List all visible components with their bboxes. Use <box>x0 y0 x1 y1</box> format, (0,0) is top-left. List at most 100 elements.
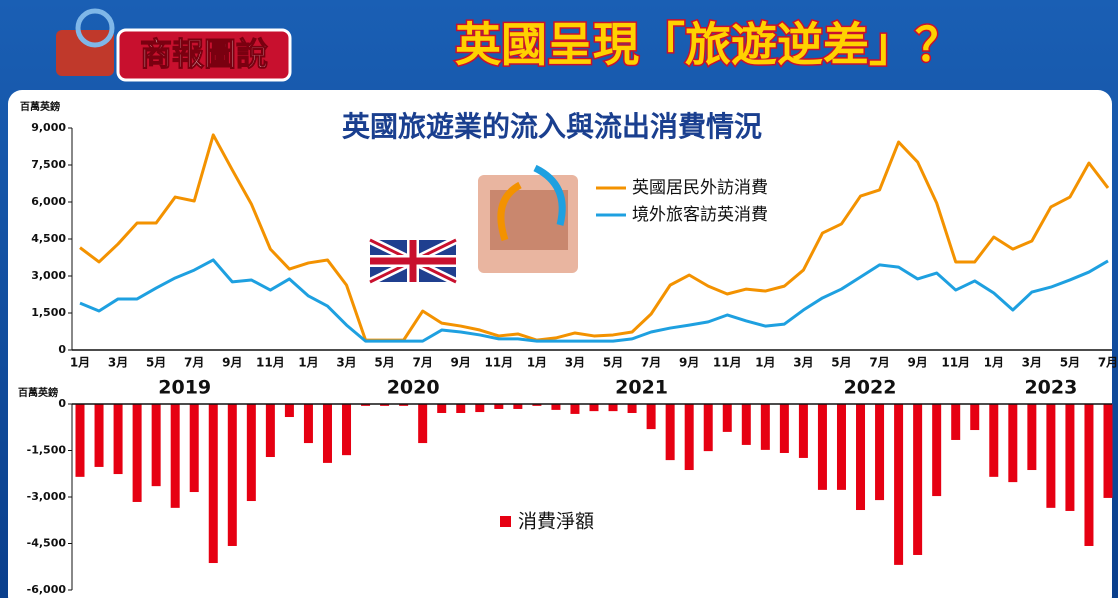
bar <box>1104 404 1113 498</box>
bar <box>609 404 618 411</box>
y-tick-label: 6,000 <box>31 195 66 208</box>
x-tick-label: 9月 <box>907 356 927 370</box>
bar <box>323 404 332 463</box>
bar <box>970 404 979 430</box>
bar <box>342 404 351 455</box>
x-tick-label: 1月 <box>527 356 547 370</box>
bar <box>818 404 827 490</box>
bar <box>647 404 656 429</box>
bar <box>266 404 275 457</box>
bar <box>780 404 789 453</box>
y-axis-label: 百萬英鎊 <box>18 386 58 399</box>
bar <box>875 404 884 500</box>
bar <box>285 404 294 417</box>
bar <box>989 404 998 477</box>
x-tick-label: 5月 <box>603 356 623 370</box>
page: {"header": {"badge": "商報圖說", "title": "英… <box>0 0 1118 598</box>
y-tick-label: 7,500 <box>31 158 66 171</box>
infographic: 商報圖說 英國呈現「旅遊逆差」？ 英國旅遊業的流入與流出消費情況 百萬英鎊 百萬… <box>0 0 1118 598</box>
legend-label: 消費淨額 <box>518 511 594 533</box>
y-tick-label: 1,500 <box>31 306 66 319</box>
y-tick-label: -6,000 <box>27 583 67 596</box>
bar <box>837 404 846 490</box>
y-tick-label: -1,500 <box>27 444 67 457</box>
bar <box>1065 404 1074 511</box>
badge: 商報圖說 <box>140 35 268 73</box>
bar <box>894 404 903 565</box>
x-tick-label: 1月 <box>70 356 90 370</box>
y-axis-label: 百萬英鎊 <box>20 100 60 113</box>
legend-label: 英國居民外訪消費 <box>632 178 768 198</box>
year-label: 2020 <box>387 377 440 399</box>
bar <box>685 404 694 470</box>
bar <box>951 404 960 440</box>
x-tick-label: 1月 <box>298 356 318 370</box>
bar <box>475 404 484 412</box>
legend-label: 境外旅客訪英消費 <box>632 205 768 225</box>
bar <box>932 404 941 496</box>
chart-title: 英國旅遊業的流入與流出消費情況 <box>342 110 762 143</box>
y-tick-label: 0 <box>58 343 66 356</box>
x-tick-label: 3月 <box>793 356 813 370</box>
y-tick-label: -3,000 <box>27 490 67 503</box>
y-tick-label: 4,500 <box>31 232 66 245</box>
x-tick-label: 3月 <box>1022 356 1042 370</box>
bar <box>1084 404 1093 546</box>
x-tick-label: 7月 <box>869 356 889 370</box>
year-label: 2022 <box>844 377 897 399</box>
bar <box>704 404 713 451</box>
bar <box>114 404 123 474</box>
bar <box>133 404 142 502</box>
x-tick-label: 1月 <box>984 356 1004 370</box>
bar <box>228 404 237 546</box>
bar <box>76 404 85 477</box>
y-tick-label: -4,500 <box>27 537 67 550</box>
books-icon <box>56 30 114 76</box>
x-tick-label: 9月 <box>451 356 471 370</box>
x-tick-label: 5月 <box>374 356 394 370</box>
bar <box>856 404 865 510</box>
bar <box>418 404 427 443</box>
x-tick-label: 7月 <box>1098 356 1118 370</box>
bar <box>1008 404 1017 482</box>
bar <box>209 404 218 563</box>
bar <box>628 404 637 413</box>
x-tick-label: 5月 <box>146 356 166 370</box>
bar <box>570 404 579 414</box>
bar <box>1027 404 1036 470</box>
bar <box>190 404 199 492</box>
x-tick-label: 7月 <box>412 356 432 370</box>
x-tick-label: 1月 <box>755 356 775 370</box>
x-tick-label: 3月 <box>108 356 128 370</box>
year-label: 2021 <box>615 377 668 399</box>
bar <box>590 404 599 411</box>
bar <box>723 404 732 432</box>
x-tick-label: 3月 <box>565 356 585 370</box>
x-tick-label: 11月 <box>256 356 285 370</box>
x-tick-label: 11月 <box>941 356 970 370</box>
bar <box>799 404 808 458</box>
x-tick-label: 7月 <box>641 356 661 370</box>
bar <box>913 404 922 555</box>
x-tick-label: 9月 <box>222 356 242 370</box>
year-label: 2023 <box>1024 377 1077 399</box>
bar <box>247 404 256 501</box>
year-label: 2019 <box>158 377 211 399</box>
x-tick-label: 3月 <box>336 356 356 370</box>
y-tick-label: 0 <box>58 397 66 410</box>
bar <box>742 404 751 445</box>
y-tick-label: 9,000 <box>31 121 66 134</box>
bar <box>1046 404 1055 508</box>
bar <box>304 404 313 443</box>
x-tick-label: 5月 <box>831 356 851 370</box>
bar <box>456 404 465 413</box>
x-tick-label: 9月 <box>679 356 699 370</box>
x-tick-label: 11月 <box>484 356 513 370</box>
uk-flag <box>370 240 456 282</box>
bar <box>551 404 560 410</box>
x-tick-label: 11月 <box>713 356 742 370</box>
bar <box>761 404 770 450</box>
bar <box>95 404 104 467</box>
bar <box>152 404 161 486</box>
x-tick-label: 7月 <box>184 356 204 370</box>
